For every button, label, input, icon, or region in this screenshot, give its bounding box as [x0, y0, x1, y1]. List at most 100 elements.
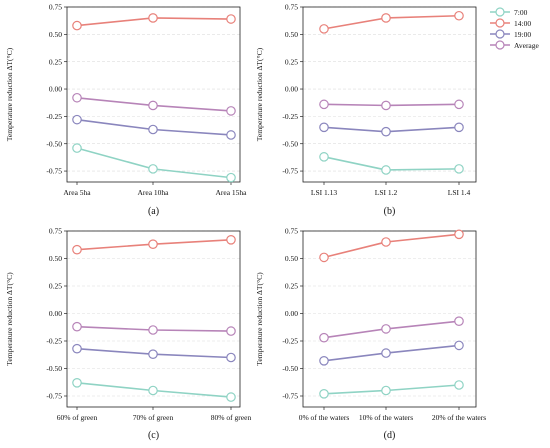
y-tick-label: -0.75 — [46, 167, 62, 176]
data-point — [226, 172, 236, 183]
series-average — [319, 99, 464, 111]
y-tick-label: 0.00 — [285, 309, 298, 318]
y-axis-label: Temperature reduction ΔT(°C) — [5, 272, 14, 366]
data-point — [226, 326, 236, 336]
data-point — [72, 244, 82, 255]
y-tick-label: 0.00 — [49, 85, 62, 94]
legend-label: 14:00 — [514, 19, 531, 28]
y-tick-label: 0.75 — [49, 3, 62, 12]
y-tick-label: -0.75 — [282, 392, 298, 401]
y-tick-label: 0.75 — [49, 227, 62, 236]
series-1400 — [72, 235, 236, 255]
y-tick-label: -0.25 — [46, 337, 62, 346]
series-line — [323, 103, 460, 107]
data-point — [72, 343, 82, 354]
y-tick-label: 0.75 — [285, 227, 298, 236]
y-tick-label: 0.25 — [285, 282, 298, 291]
y-tick-label: 0.75 — [285, 3, 298, 12]
data-point — [381, 100, 391, 111]
x-tick-label: 10% of the waters — [359, 413, 413, 422]
data-point — [148, 124, 158, 135]
y-tick-label: -0.50 — [282, 139, 298, 148]
series-1900 — [72, 114, 236, 140]
data-point — [319, 332, 329, 343]
data-point — [148, 239, 158, 249]
y-tick-label: -0.50 — [46, 139, 62, 148]
data-point — [72, 377, 82, 388]
data-point — [381, 237, 391, 247]
data-point — [319, 252, 329, 263]
data-point — [72, 92, 82, 103]
x-tick-label: Area 15ha — [215, 188, 247, 197]
y-tick-label: 0.00 — [285, 85, 298, 94]
data-point — [319, 152, 329, 162]
data-point — [72, 143, 82, 153]
data-point — [381, 165, 391, 175]
series-1400 — [319, 10, 464, 34]
y-tick-label: -0.25 — [282, 112, 298, 121]
x-tick-label: LSI 1.13 — [311, 188, 338, 197]
series-1400 — [72, 13, 236, 31]
data-point — [72, 114, 82, 125]
y-tick-label: 0.50 — [49, 30, 62, 39]
legend-marker — [495, 18, 505, 28]
gridlines — [67, 230, 240, 397]
gridlines — [67, 6, 240, 172]
data-point — [381, 126, 391, 137]
y-tick-label: 0.25 — [49, 57, 62, 66]
legend-marker — [495, 29, 505, 39]
data-point — [319, 24, 329, 34]
panel-label: (c) — [148, 430, 159, 441]
y-tick-label: -0.50 — [282, 364, 298, 373]
legend-marker — [495, 40, 505, 50]
data-point — [226, 106, 236, 116]
data-point — [454, 229, 464, 240]
y-tick-label: 0.50 — [49, 254, 62, 263]
x-tick-label: 60% of green — [57, 413, 98, 422]
data-point — [226, 392, 236, 402]
panel-d: 0.75 0.50 0.25 0.00 -0.25 -0.50 -0.75 0% of the… — [255, 227, 486, 441]
series-line — [323, 320, 460, 339]
data-point — [319, 122, 329, 133]
data-point — [381, 348, 391, 358]
data-point — [148, 325, 158, 335]
series-700 — [72, 143, 236, 183]
panel-label: (b) — [384, 206, 396, 217]
x-tick-label: 20% of the waters — [432, 413, 486, 422]
series-average — [319, 316, 464, 343]
data-point — [454, 380, 464, 390]
legend-label: Average — [514, 41, 540, 50]
legend-label: 19:00 — [514, 30, 531, 39]
series-line — [323, 384, 460, 395]
y-axis-label: Temperature reduction ΔT(°C) — [255, 47, 264, 141]
x-tick-label: Area 10ha — [137, 188, 169, 197]
legend-label: 7:00 — [514, 8, 528, 17]
series-1900 — [319, 122, 464, 137]
y-tick-label: -0.75 — [282, 167, 298, 176]
series-1900 — [319, 340, 464, 366]
data-point — [72, 321, 82, 332]
panel-label: (d) — [384, 430, 396, 441]
plot-frame — [302, 6, 477, 183]
data-point — [148, 385, 158, 396]
y-tick-label: -0.50 — [46, 364, 62, 373]
data-point — [148, 164, 158, 174]
x-tick-label: 80% of green — [211, 413, 252, 422]
series-line — [323, 233, 460, 259]
data-point — [148, 100, 158, 111]
series-700 — [319, 380, 464, 399]
plot-frame — [66, 230, 241, 408]
gridlines — [303, 6, 476, 172]
y-tick-label: 0.25 — [49, 282, 62, 291]
data-point — [226, 130, 236, 140]
data-point — [148, 13, 158, 23]
x-tick-label: 70% of green — [133, 413, 174, 422]
x-tick-label: 0% of the waters — [299, 413, 350, 422]
series-700 — [319, 152, 464, 175]
legend-marker — [495, 7, 505, 17]
data-point — [454, 10, 464, 21]
legend-item: 19:00 — [490, 29, 531, 39]
data-point — [454, 316, 464, 326]
y-tick-label: -0.25 — [46, 112, 62, 121]
plot-frame — [66, 6, 241, 183]
